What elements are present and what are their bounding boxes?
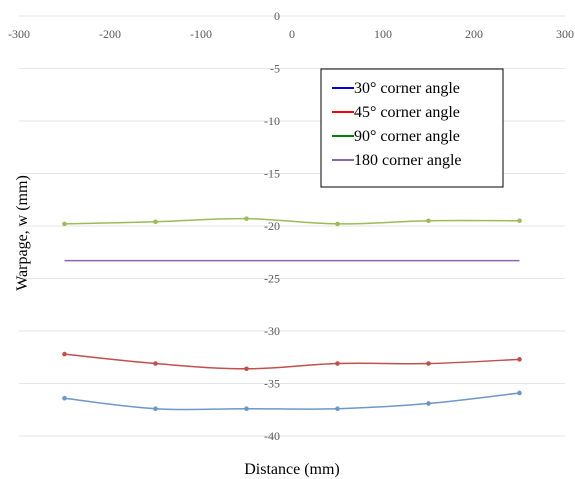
series-group bbox=[62, 216, 522, 412]
y-tick-label: -40 bbox=[264, 429, 280, 443]
x-tick-label: -200 bbox=[99, 27, 121, 41]
data-point bbox=[335, 361, 340, 366]
data-point bbox=[517, 357, 522, 362]
x-tick-labels: -300 -200 -100 0 100 200 300 bbox=[8, 27, 574, 41]
series-line-0 bbox=[64, 392, 520, 411]
y-tick-label: -10 bbox=[264, 114, 280, 128]
y-tick-label: -25 bbox=[264, 272, 280, 286]
gridlines bbox=[19, 15, 565, 437]
x-tick-label: 300 bbox=[556, 27, 574, 41]
y-tick-label: 0 bbox=[274, 9, 280, 23]
data-point bbox=[244, 366, 249, 372]
series-line-2 bbox=[64, 217, 520, 225]
legend-entry: 90° corner angle bbox=[354, 128, 460, 145]
data-point bbox=[335, 221, 340, 227]
data-point bbox=[426, 218, 431, 224]
y-tick-label: -15 bbox=[264, 167, 280, 181]
data-point bbox=[153, 219, 158, 225]
y-tick-labels: 0 -5 -10 -15 -20 -25 -30 -35 -40 bbox=[264, 9, 280, 443]
y-tick-label: -35 bbox=[264, 377, 280, 391]
y-tick-label: -20 bbox=[264, 219, 280, 233]
data-point bbox=[517, 390, 522, 396]
legend-entry: 45° corner angle bbox=[354, 104, 460, 121]
x-tick-label: 0 bbox=[289, 27, 295, 41]
data-point bbox=[335, 406, 340, 412]
data-point bbox=[517, 218, 522, 224]
x-axis-label: Distance (mm) bbox=[244, 461, 340, 478]
x-tick-label: 200 bbox=[465, 27, 483, 41]
data-point bbox=[244, 406, 249, 412]
data-point bbox=[153, 361, 158, 366]
legend-entry: 30° corner angle bbox=[354, 80, 460, 97]
data-point bbox=[153, 406, 158, 412]
y-tick-label: -30 bbox=[264, 324, 280, 338]
x-tick-label: 100 bbox=[374, 27, 392, 41]
legend: 30° corner angle 45° corner angle 90° corn… bbox=[320, 68, 504, 188]
data-point bbox=[62, 221, 67, 227]
data-point bbox=[62, 395, 67, 401]
legend-entry: 180 corner angle bbox=[354, 152, 462, 169]
x-tick-label: -100 bbox=[190, 27, 212, 41]
y-tick-label: -5 bbox=[270, 62, 280, 76]
data-point bbox=[426, 361, 431, 366]
y-axis-label: Warpage, w (mm) bbox=[14, 175, 31, 291]
data-point bbox=[244, 216, 249, 221]
data-point bbox=[426, 401, 431, 406]
series-line-1 bbox=[64, 353, 520, 370]
data-point bbox=[62, 351, 67, 357]
x-tick-label: -300 bbox=[8, 27, 30, 41]
